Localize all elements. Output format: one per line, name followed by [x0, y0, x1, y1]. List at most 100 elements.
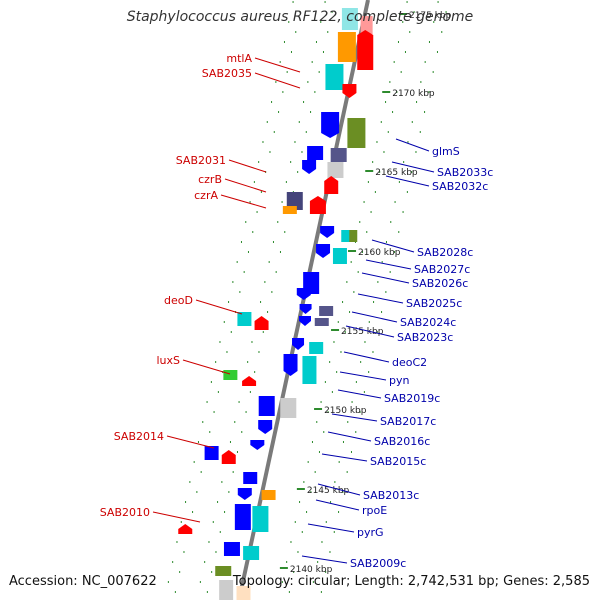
leader-line	[301, 555, 348, 564]
gene-label-left[interactable]: deoD	[164, 294, 193, 307]
gene-feature[interactable]	[236, 586, 251, 600]
gene-feature[interactable]	[314, 318, 329, 326]
gene-label-right[interactable]: SAB2019c	[384, 392, 440, 405]
kbp-marker-label: 2175 kbp	[409, 11, 452, 21]
gene-feature[interactable]	[283, 354, 298, 376]
gene-feature[interactable]	[292, 338, 305, 350]
gene-feature[interactable]	[204, 446, 219, 460]
gene-feature[interactable]	[223, 542, 240, 556]
gene-feature[interactable]	[320, 226, 335, 238]
gene-feature[interactable]	[321, 112, 340, 138]
leader-line	[152, 511, 201, 523]
gene-feature[interactable]	[327, 162, 344, 178]
gene-label-right[interactable]: SAB2015c	[370, 455, 426, 468]
gene-feature[interactable]	[242, 376, 257, 386]
gene-label-right[interactable]: SAB2024c	[400, 316, 456, 329]
gene-label-right[interactable]: SAB2032c	[432, 180, 488, 193]
gene-feature[interactable]	[237, 488, 252, 500]
gene-label-left[interactable]: czrA	[194, 189, 218, 202]
gene-feature[interactable]	[337, 32, 356, 62]
gene-label-right[interactable]: glmS	[432, 145, 460, 158]
gene-label-left[interactable]: mtlA	[226, 52, 252, 65]
gene-feature[interactable]	[296, 288, 311, 300]
leader-line	[307, 523, 355, 533]
gene-label-right[interactable]: SAB2023c	[397, 331, 453, 344]
gene-feature[interactable]	[282, 206, 297, 214]
accession-text: Accession: NC_007622	[9, 574, 157, 589]
leader-line	[357, 293, 404, 304]
gene-label-left[interactable]: SAB2035	[202, 67, 252, 80]
gene-label-left[interactable]: SAB2031	[176, 154, 226, 167]
gene-feature[interactable]	[223, 370, 238, 380]
gene-feature[interactable]	[347, 118, 366, 148]
gene-feature[interactable]	[261, 490, 276, 500]
gene-feature[interactable]	[243, 546, 260, 560]
gene-feature[interactable]	[237, 312, 252, 326]
gene-feature[interactable]	[342, 84, 357, 98]
gene-label-right[interactable]: pyrG	[357, 526, 384, 539]
gene-label-right[interactable]: SAB2017c	[380, 415, 436, 428]
gene-feature[interactable]	[234, 504, 251, 530]
gene-feature[interactable]	[221, 450, 236, 464]
gene-label-right[interactable]: SAB2013c	[363, 489, 419, 502]
gene-feature[interactable]	[319, 306, 334, 316]
gene-feature[interactable]	[349, 230, 358, 242]
leader-line	[339, 371, 387, 381]
gene-feature[interactable]	[360, 16, 373, 34]
gene-feature[interactable]	[219, 580, 234, 600]
gene-feature[interactable]	[309, 196, 326, 214]
leader-line	[220, 194, 267, 209]
leader-line	[228, 159, 267, 173]
gene-feature[interactable]	[243, 472, 258, 484]
kbp-marker-label: 2160 kbp	[358, 248, 401, 258]
leader-line	[395, 138, 430, 152]
gene-label-left[interactable]: SAB2014	[114, 430, 164, 443]
leader-line	[337, 389, 382, 399]
gene-feature[interactable]	[298, 316, 311, 326]
gene-feature[interactable]	[341, 230, 352, 242]
gene-feature[interactable]	[302, 160, 317, 174]
gene-label-right[interactable]: SAB2028c	[417, 246, 473, 259]
gene-label-left[interactable]: SAB2010	[100, 506, 150, 519]
gene-feature[interactable]	[302, 356, 317, 384]
gene-feature[interactable]	[316, 244, 331, 258]
gene-label-right[interactable]: SAB2016c	[374, 435, 430, 448]
leader-line	[315, 499, 360, 511]
gene-feature[interactable]	[280, 398, 297, 418]
gene-label-right[interactable]: SAB2025c	[406, 297, 462, 310]
gene-label-right[interactable]: pyn	[389, 374, 409, 387]
kbp-marker-label: 2145 kbp	[307, 486, 350, 496]
gene-label-right[interactable]: deoC2	[392, 356, 427, 369]
gene-label-right[interactable]: rpoE	[362, 504, 387, 517]
leader-line	[385, 175, 430, 187]
gene-feature[interactable]	[178, 524, 193, 534]
gene-label-right[interactable]: SAB2009c	[350, 557, 406, 570]
gene-feature[interactable]	[286, 192, 303, 210]
leader-line	[166, 435, 215, 449]
gene-label-right[interactable]: SAB2033c	[437, 166, 493, 179]
gene-label-right[interactable]: SAB2027c	[414, 263, 470, 276]
gene-label-right[interactable]: SAB2026c	[412, 277, 468, 290]
gene-feature[interactable]	[309, 342, 324, 354]
gene-feature[interactable]	[332, 248, 347, 264]
gene-feature[interactable]	[299, 304, 312, 314]
gene-feature[interactable]	[252, 506, 269, 532]
gene-feature[interactable]	[324, 176, 339, 194]
gene-feature[interactable]	[250, 440, 265, 450]
gene-label-left[interactable]: luxS	[156, 354, 180, 367]
gene-feature[interactable]	[254, 316, 269, 330]
gene-feature[interactable]	[258, 420, 273, 434]
gene-feature[interactable]	[341, 8, 358, 30]
topology-summary: Topology: circular; Length: 2,742,531 bp…	[232, 574, 590, 589]
leader-line	[317, 483, 361, 496]
gene-feature[interactable]	[398, 0, 407, 4]
gene-feature[interactable]	[330, 148, 347, 162]
gene-feature[interactable]	[307, 146, 324, 160]
leader-line	[195, 299, 243, 315]
gene-feature[interactable]	[215, 566, 232, 576]
gene-feature[interactable]	[325, 64, 344, 90]
gene-feature[interactable]	[357, 30, 374, 70]
gene-label-left[interactable]: czrB	[198, 173, 222, 186]
gene-feature[interactable]	[258, 396, 275, 416]
